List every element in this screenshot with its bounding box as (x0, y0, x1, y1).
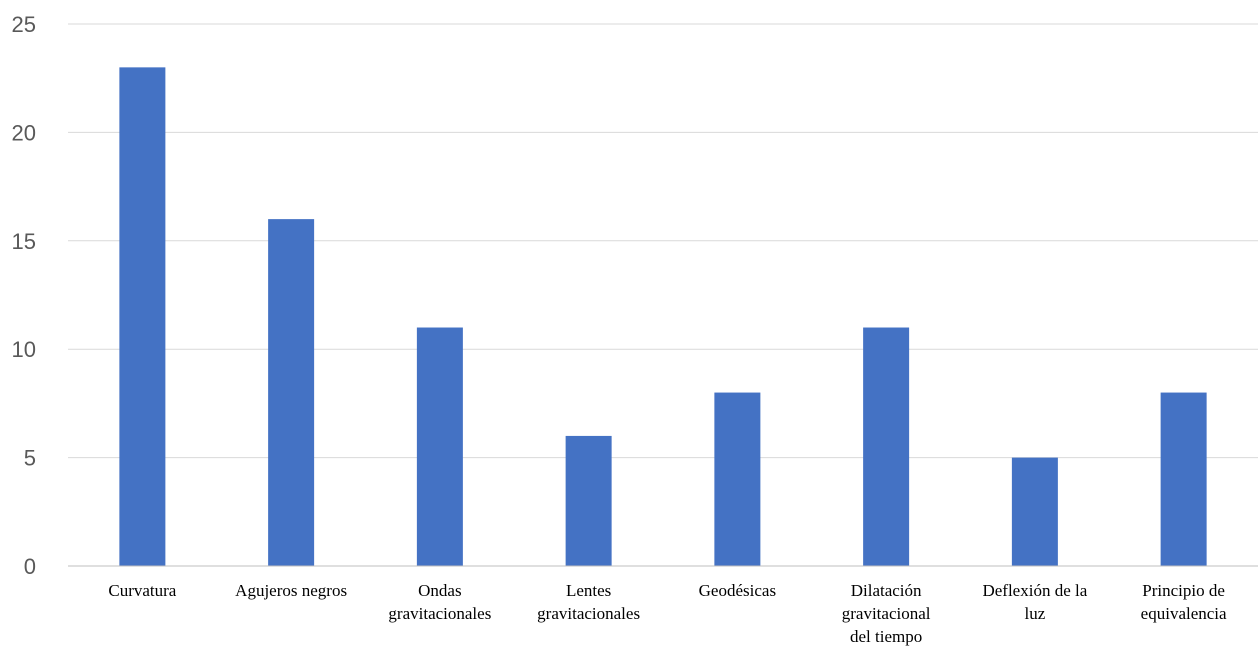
y-tick-label: 25 (12, 12, 36, 37)
y-tick-label: 0 (24, 554, 36, 579)
x-tick-label: Curvatura (108, 581, 176, 600)
bar (119, 67, 166, 567)
bars (119, 67, 1207, 567)
x-axis-ticks: Curvatura Agujeros negros Ondas gravitacion… (108, 581, 1227, 646)
bar (268, 219, 315, 566)
x-tick-label: Dilatación gravitacional del tiempo (842, 581, 931, 646)
y-tick-label: 5 (24, 446, 36, 471)
bar (863, 327, 910, 566)
x-tick-label: Principio de equivalencia (1141, 581, 1227, 623)
bar (416, 327, 463, 566)
bar (1160, 392, 1207, 566)
bar (565, 435, 612, 566)
x-tick-label: Lentes gravitacionales (537, 581, 640, 623)
y-tick-label: 15 (12, 229, 36, 254)
x-tick-label: Geodésicas (699, 581, 776, 600)
y-axis-ticks: 0 5 10 15 20 25 (12, 12, 36, 579)
y-tick-label: 20 (12, 120, 36, 145)
bar (1011, 457, 1058, 566)
bar (714, 392, 761, 566)
x-tick-label: Deflexión de la luz (982, 581, 1087, 623)
gridlines (68, 23, 1258, 459)
x-tick-label: Ondas gravitacionales (388, 581, 491, 623)
y-tick-label: 10 (12, 337, 36, 362)
x-tick-label: Agujeros negros (235, 581, 347, 600)
